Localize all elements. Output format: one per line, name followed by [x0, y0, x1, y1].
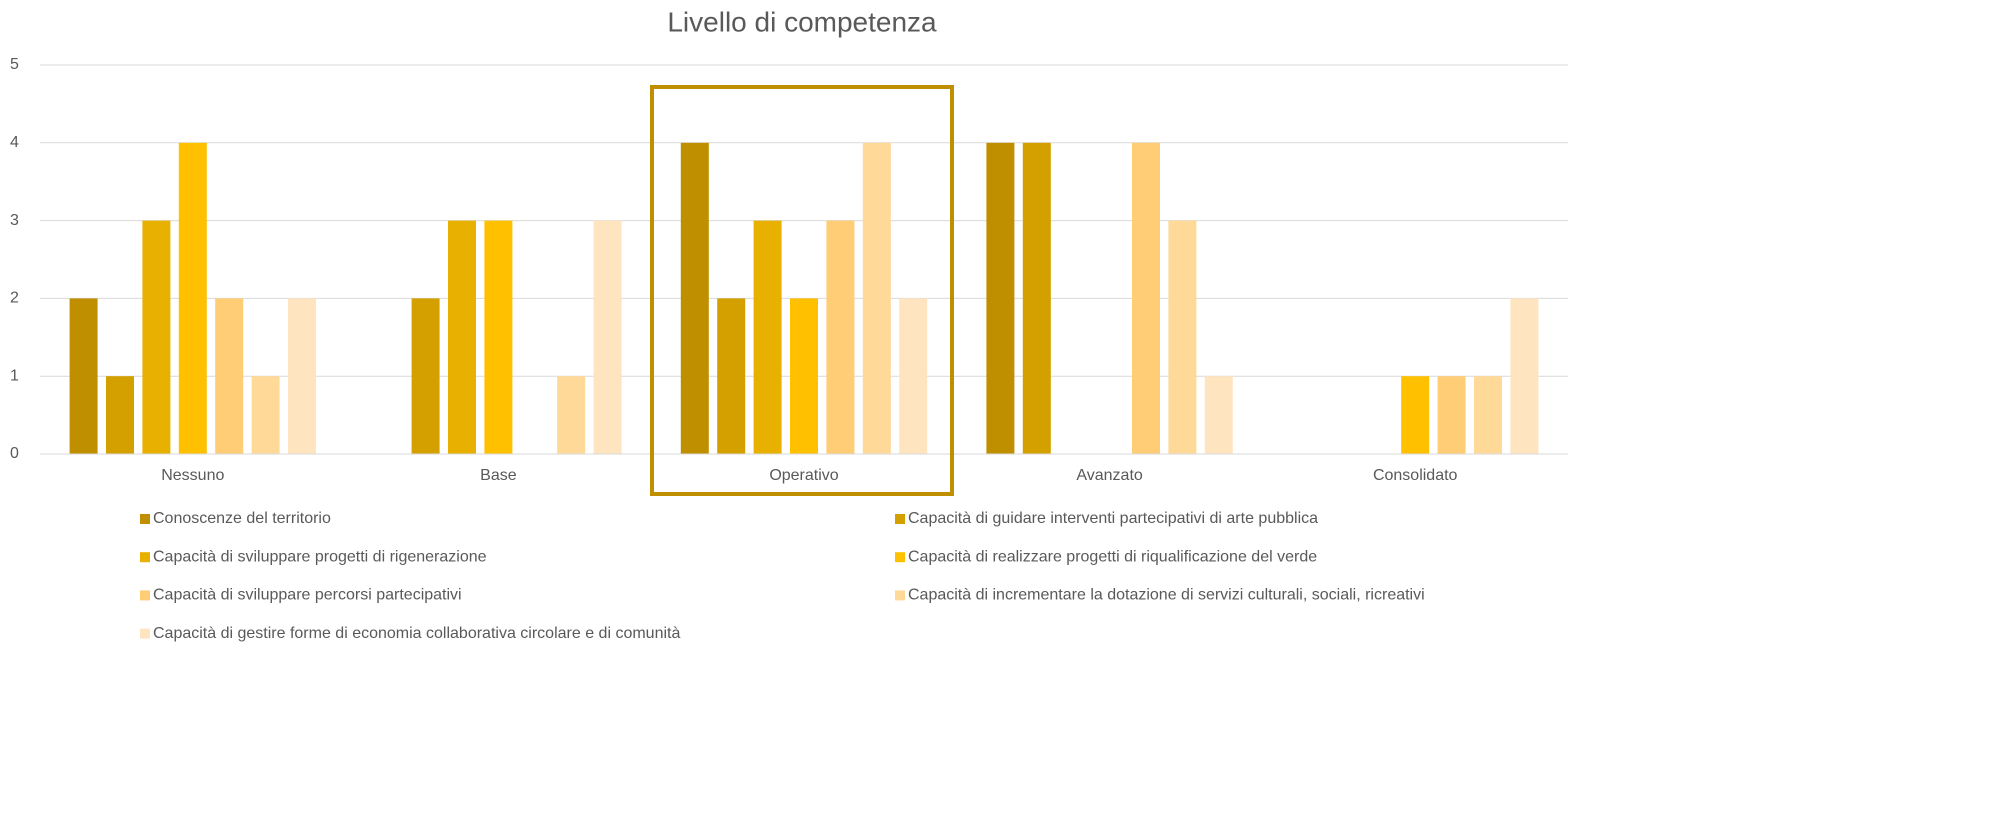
x-tick-label: Consolidato — [1373, 467, 1458, 484]
bar — [1437, 376, 1466, 454]
x-tick-label: Operativo — [769, 467, 838, 484]
bar — [1132, 142, 1160, 455]
y-tick-label: 0 — [10, 445, 19, 462]
bar — [106, 376, 134, 454]
chart-title: Livello di competenza — [667, 6, 937, 37]
bar — [790, 298, 818, 454]
bar — [484, 220, 513, 454]
bar — [593, 220, 622, 454]
legend-label: Capacità di guidare interventi partecipa… — [908, 510, 1318, 527]
legend-swatch — [895, 514, 905, 524]
legend-label: Capacità di realizzare progetti di riqua… — [908, 548, 1317, 565]
bar — [862, 142, 891, 455]
legend-label: Capacità di sviluppare percorsi partecip… — [153, 587, 462, 604]
y-tick-label: 5 — [10, 56, 19, 73]
bar — [1401, 376, 1430, 454]
legend-label: Capacità di sviluppare progetti di rigen… — [153, 548, 487, 565]
highlight-box — [650, 85, 954, 496]
bar — [69, 298, 98, 454]
bar — [142, 220, 171, 454]
bar — [1510, 298, 1539, 454]
bar — [557, 376, 586, 454]
bar — [753, 220, 782, 454]
bar — [448, 220, 476, 454]
legend-swatch — [140, 590, 150, 601]
y-tick-label: 2 — [10, 290, 19, 307]
y-tick-label: 3 — [10, 212, 19, 229]
bar — [899, 298, 928, 454]
bar — [288, 298, 316, 454]
legend-swatch — [895, 590, 905, 601]
bar — [178, 142, 207, 455]
legend-swatch — [140, 552, 150, 563]
bar — [986, 142, 1015, 455]
legend-swatch — [140, 514, 150, 524]
bar — [1204, 376, 1233, 454]
legend-swatch — [895, 552, 905, 563]
y-tick-label: 4 — [10, 134, 19, 151]
bar — [1168, 220, 1197, 454]
legend-label: Capacità di incrementare la dotazione di… — [908, 587, 1425, 604]
legend-label: Conoscenze del territorio — [153, 510, 331, 527]
bar — [251, 376, 280, 454]
bar — [411, 298, 440, 454]
x-tick-label: Nessuno — [161, 467, 224, 484]
legend-swatch — [140, 628, 150, 639]
bar — [826, 220, 855, 454]
bar — [717, 298, 746, 454]
x-tick-label: Avanzato — [1076, 467, 1143, 484]
x-tick-label: Base — [480, 467, 517, 484]
y-tick-label: 1 — [10, 367, 19, 384]
legend-label: Capacità di gestire forme di economia co… — [153, 625, 680, 642]
bar — [1474, 376, 1502, 454]
bar — [215, 298, 244, 454]
bar — [680, 142, 709, 455]
bar — [1022, 142, 1051, 455]
